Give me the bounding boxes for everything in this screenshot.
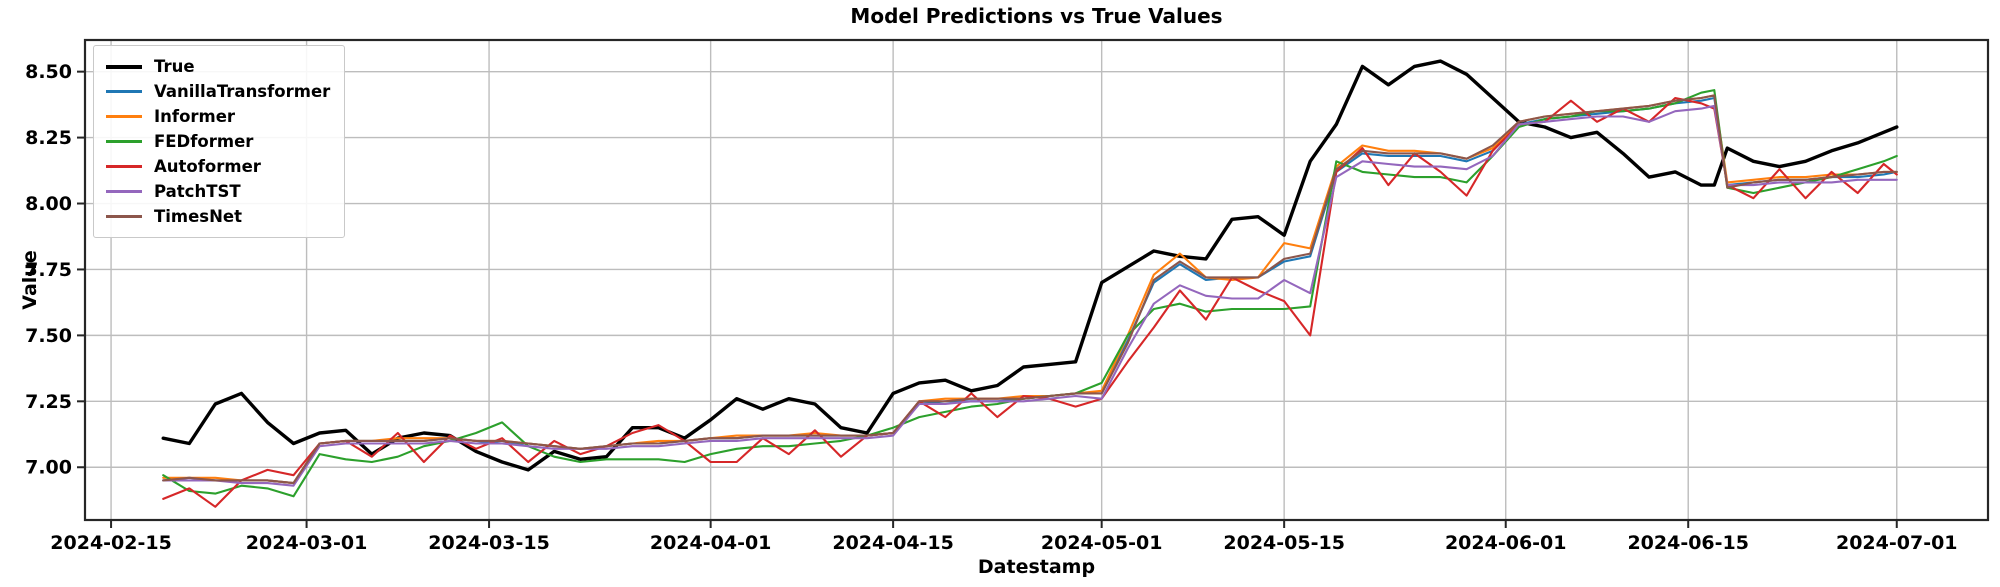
x-tick-label: 2024-06-01 bbox=[1445, 532, 1567, 554]
legend-label: Autoformer bbox=[154, 157, 261, 176]
legend-item-true: True bbox=[106, 54, 330, 79]
x-tick-label: 2024-05-01 bbox=[1041, 532, 1163, 554]
x-tick-label: 2024-03-15 bbox=[428, 532, 550, 554]
series-line-vanillatransformer bbox=[162, 96, 1898, 485]
series-line-patchtst bbox=[162, 104, 1898, 487]
legend-item-informer: Informer bbox=[106, 104, 330, 129]
y-tick-label: 7.25 bbox=[25, 391, 72, 413]
x-tick-label: 2024-06-15 bbox=[1627, 532, 1749, 554]
legend-line-sample bbox=[106, 165, 142, 168]
legend-item-vanillatransformer: VanillaTransformer bbox=[106, 79, 330, 104]
x-tick-label: 2024-05-15 bbox=[1223, 532, 1345, 554]
y-tick-label: 7.50 bbox=[25, 325, 72, 347]
series-line-fedformer bbox=[162, 89, 1898, 498]
series-line-timesnet bbox=[162, 94, 1898, 485]
y-tick-label: 8.25 bbox=[25, 127, 72, 149]
x-tick-label: 2024-03-01 bbox=[246, 532, 368, 554]
series-line-true bbox=[161, 59, 1899, 472]
legend-line-sample bbox=[106, 115, 142, 118]
legend-label: PatchTST bbox=[154, 182, 241, 201]
x-tick-label: 2024-02-15 bbox=[50, 532, 172, 554]
legend-label: FEDformer bbox=[154, 132, 254, 151]
legend: True VanillaTransformer Informer FEDformer A… bbox=[93, 45, 346, 238]
x-tick-label: 2024-07-01 bbox=[1836, 532, 1958, 554]
axes-spines bbox=[83, 38, 1990, 522]
legend-item-patchtst: PatchTST bbox=[106, 179, 330, 204]
legend-label: VanillaTransformer bbox=[154, 82, 331, 101]
legend-item-autoformer: Autoformer bbox=[106, 154, 330, 179]
legend-line-sample bbox=[106, 64, 142, 69]
chart-title: Model Predictions vs True Values bbox=[850, 4, 1223, 28]
x-axis-label: Datestamp bbox=[977, 556, 1096, 578]
legend-label: Informer bbox=[154, 107, 236, 126]
series-line-informer bbox=[162, 94, 1898, 485]
legend-line-sample bbox=[106, 140, 142, 143]
x-tick-label: 2024-04-15 bbox=[832, 532, 954, 554]
x-tick-label: 2024-04-01 bbox=[650, 532, 772, 554]
legend-line-sample bbox=[106, 90, 142, 93]
y-tick-label: 8.00 bbox=[25, 193, 72, 215]
legend-line-sample bbox=[106, 215, 142, 218]
legend-label: True bbox=[154, 57, 195, 76]
legend-item-fedformer: FEDformer bbox=[106, 129, 330, 154]
legend-item-timesnet: TimesNet bbox=[106, 204, 330, 229]
legend-line-sample bbox=[106, 190, 142, 193]
y-tick-label: 7.00 bbox=[25, 457, 72, 479]
y-tick-label: 8.50 bbox=[25, 61, 72, 83]
y-tick-label: 7.75 bbox=[25, 259, 72, 281]
legend-label: TimesNet bbox=[154, 207, 243, 226]
